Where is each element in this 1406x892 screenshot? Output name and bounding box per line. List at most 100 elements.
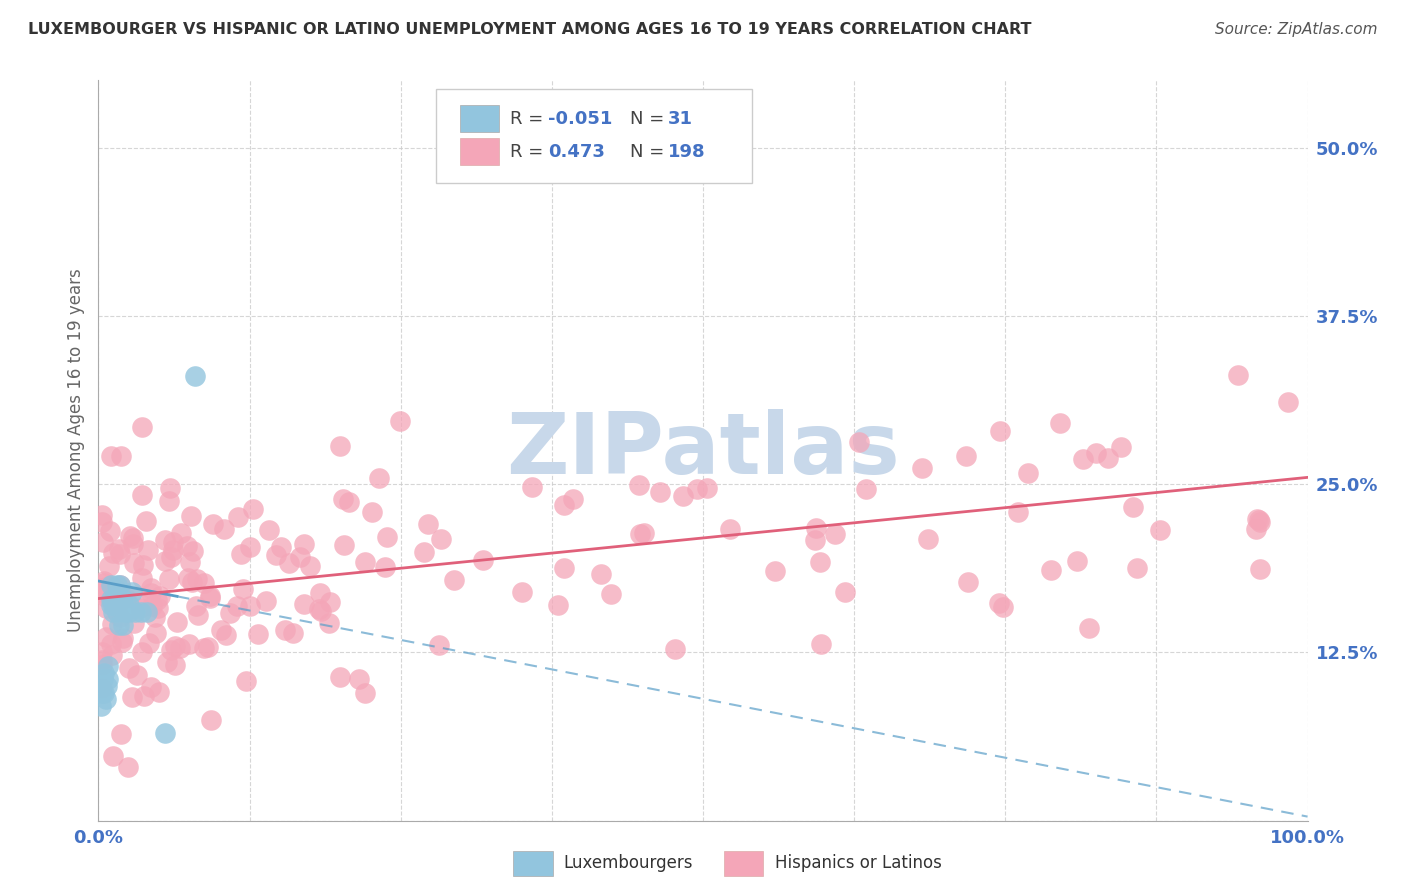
Point [412,545,434,559]
Point [160,643,183,657]
Point [156,655,179,669]
Text: 198: 198 [668,143,706,161]
Point [135,514,157,528]
Point [562,492,585,507]
Point [131,645,153,659]
Point [242,502,264,516]
Point [917,533,939,547]
Point [648,484,671,499]
Point [100,648,122,662]
Point [105,582,128,597]
Point [808,555,831,569]
Point [1017,466,1039,480]
Point [186,599,208,614]
Point [547,598,569,612]
Point [353,554,375,568]
Point [278,556,301,570]
Point [127,668,149,682]
Y-axis label: Unemployment Among Ages 16 to 19 years: Unemployment Among Ages 16 to 19 years [66,268,84,632]
Point [138,636,160,650]
Point [187,608,209,623]
Point [118,661,141,675]
Point [111,631,134,645]
Point [288,550,311,565]
Point [416,516,439,531]
Point [132,558,155,572]
Point [149,589,172,603]
Point [91,686,114,700]
Point [600,586,623,600]
Point [209,623,232,637]
Point [100,599,122,613]
Point [115,591,138,605]
Point [122,556,145,570]
Point [834,584,856,599]
Point [105,605,128,619]
Point [232,582,254,597]
Point [91,581,114,595]
Point [108,578,131,592]
Point [124,605,146,619]
Text: LUXEMBOURGER VS HISPANIC OR LATINO UNEMPLOYMENT AMONG AGES 16 TO 19 YEARS CORREL: LUXEMBOURGER VS HISPANIC OR LATINO UNEMP… [28,22,1032,37]
Point [337,495,360,509]
Text: 31: 31 [668,110,693,128]
Point [292,597,315,611]
Point [1007,505,1029,519]
Point [186,572,208,586]
Point [388,414,411,428]
Point [180,508,202,523]
Point [1227,368,1250,382]
Point [226,510,249,524]
Point [329,670,352,684]
Point [443,574,465,588]
Point [855,482,877,496]
Point [198,590,221,604]
Point [143,610,166,624]
Point [93,686,115,700]
Point [804,521,827,535]
Point [108,578,131,592]
Point [299,558,322,573]
Point [993,599,1015,614]
Point [471,553,494,567]
Point [200,713,222,727]
Point [1073,451,1095,466]
Point [111,618,134,632]
Point [628,526,651,541]
Point [1049,417,1071,431]
Point [96,679,118,693]
Point [110,449,132,463]
Point [177,571,200,585]
Point [804,533,827,547]
Point [138,542,160,557]
Point [108,610,131,624]
Point [121,690,143,704]
Point [181,575,204,590]
Point [91,585,114,599]
Point [94,692,117,706]
Point [135,605,157,619]
Point [696,482,718,496]
Point [122,615,145,630]
Point [165,639,187,653]
Point [157,572,180,586]
Point [273,623,295,637]
Point [131,571,153,585]
Point [91,673,114,687]
Point [96,600,118,615]
Point [157,493,180,508]
Point [1247,513,1270,527]
Point [91,653,114,667]
Point [93,665,115,680]
Point [131,419,153,434]
Point [139,586,162,600]
Point [848,434,870,449]
Point [911,461,934,475]
Point [309,586,332,600]
Point [108,547,131,561]
Point [1126,561,1149,575]
Point [155,554,177,568]
Point [97,658,120,673]
Point [553,498,575,512]
Point [114,605,136,619]
